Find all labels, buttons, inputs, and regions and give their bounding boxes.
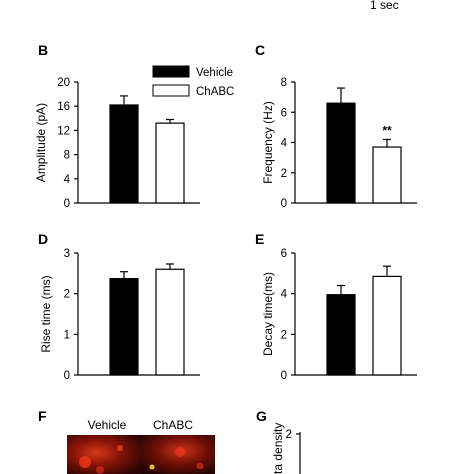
panel-letter-b: B xyxy=(38,42,48,58)
y-tick-label-b-2: 8 xyxy=(64,150,70,162)
y-axis-label-d: Rise time (ms) xyxy=(39,275,53,352)
y-tick-label-d-2: 2 xyxy=(64,289,70,301)
panel-g-tick-label: 2 xyxy=(286,429,292,441)
y-tick-label-c-1: 2 xyxy=(281,168,287,180)
bar-e-chabc xyxy=(372,275,402,376)
y-tick-label-b-1: 4 xyxy=(64,174,71,186)
y-tick-label-e-1: 2 xyxy=(281,329,287,341)
bar-c-vehicle xyxy=(326,102,356,204)
y-tick-label-d-3: 3 xyxy=(64,248,70,260)
panel-letter-g: G xyxy=(256,408,267,424)
y-tick-label-c-0: 0 xyxy=(281,198,287,210)
micrograph-label-vehicle: Vehicle xyxy=(88,418,127,432)
bar-b-chabc xyxy=(155,122,185,204)
micrograph-label-chabc: ChABC xyxy=(153,418,193,432)
legend: Vehicle ChABC xyxy=(152,65,234,98)
bar-b-vehicle xyxy=(109,104,139,204)
y-tick-label-b-5: 20 xyxy=(57,77,70,89)
legend-swatch-vehicle xyxy=(152,65,190,78)
significance-c-chabc: ** xyxy=(382,123,392,137)
scale-bar-label: 1 sec xyxy=(370,0,399,12)
legend-label-chabc: ChABC xyxy=(196,86,234,98)
y-tick-label-b-4: 16 xyxy=(57,101,70,113)
bar-e-vehicle xyxy=(326,294,356,376)
bar-c-chabc xyxy=(372,146,402,204)
y-tick-label-b-3: 12 xyxy=(57,125,70,137)
panel-letter-e: E xyxy=(255,231,264,247)
y-tick-label-e-2: 4 xyxy=(281,289,288,301)
legend-swatch-chabc xyxy=(152,84,190,97)
y-axis-label-c: Frequency (Hz) xyxy=(261,101,275,184)
y-axis-label-b: Amplitude (pA) xyxy=(34,103,48,182)
y-axis-label-e: Decay time(ms) xyxy=(261,272,275,356)
micrograph-vehicle xyxy=(67,435,141,474)
legend-label-vehicle: Vehicle xyxy=(196,67,233,79)
y-tick-label-c-4: 8 xyxy=(281,77,287,89)
y-tick-label-b-0: 0 xyxy=(64,198,70,210)
panel-letter-f: F xyxy=(38,408,47,424)
y-tick-label-c-3: 6 xyxy=(281,107,287,119)
y-tick-label-e-3: 6 xyxy=(281,248,287,260)
panel-letter-c: C xyxy=(255,42,265,58)
bar-d-vehicle xyxy=(109,278,139,376)
bar-d-chabc xyxy=(155,268,185,376)
micrograph-chabc xyxy=(141,435,215,474)
y-tick-label-e-0: 0 xyxy=(281,370,287,382)
y-tick-label-d-1: 1 xyxy=(64,329,70,341)
panel-letter-d: D xyxy=(38,231,48,247)
y-tick-label-c-2: 4 xyxy=(281,138,288,150)
panel-g-ylabel: ta density xyxy=(271,423,285,474)
y-tick-label-d-0: 0 xyxy=(64,370,70,382)
